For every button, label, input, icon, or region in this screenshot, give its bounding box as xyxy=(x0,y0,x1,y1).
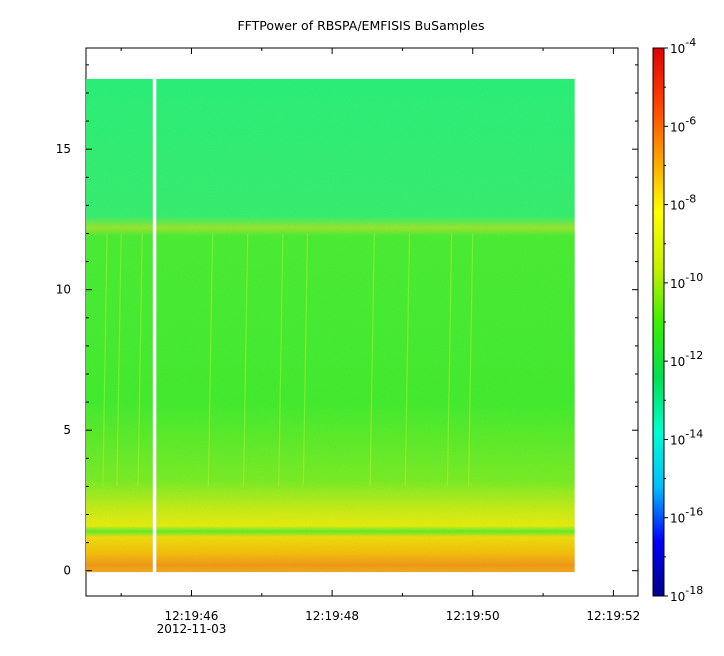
spectrogram-image xyxy=(86,78,575,573)
spectrogram-field xyxy=(86,78,575,573)
y-tick-label: 10 xyxy=(56,283,71,297)
y-tick-label: 5 xyxy=(63,423,71,437)
wave-streak xyxy=(137,233,143,487)
wave-streak xyxy=(207,233,214,487)
colorbar-tick-label: 10-14 xyxy=(670,427,703,447)
y-tick-label: 0 xyxy=(63,564,71,578)
wave-streak xyxy=(278,233,284,487)
wave-streak xyxy=(467,233,474,487)
wave-streak xyxy=(242,233,249,487)
wave-streak xyxy=(404,233,411,487)
colorbar-tick-label: 10-16 xyxy=(670,506,703,526)
y-tick-label: 15 xyxy=(56,142,71,156)
colorbar-tick-label: 10-8 xyxy=(670,193,696,213)
data-gap xyxy=(152,78,157,573)
wave-streak xyxy=(102,233,108,487)
wave-streak xyxy=(116,233,122,487)
colorbar-tick-label: 10-18 xyxy=(670,584,703,604)
colorbar-tick-label: 10-10 xyxy=(670,271,703,291)
colorbar-ticks: 10-4 10-6 10-8 10-10 10-12 10-14 10-16 10-18 xyxy=(664,36,703,604)
x-tick-label: 12:19:52 xyxy=(586,609,640,623)
x-tick-label: 12:19:48 xyxy=(305,609,359,623)
colorbar: 10-4 10-6 10-8 10-10 10-12 10-14 10-16 10-18 xyxy=(652,36,703,604)
wave-streak xyxy=(446,233,453,487)
x-tick-label: 12:19:50 xyxy=(446,609,500,623)
x-tick-label: 12:19:46 xyxy=(165,609,219,623)
x-tick-sublabel: 2012-11-03 xyxy=(157,622,227,636)
wave-streak xyxy=(369,233,375,487)
colorbar-gradient xyxy=(652,47,665,597)
colorbar-tick-label: 10-6 xyxy=(670,114,696,134)
y-axis: 0 5 10 15 xyxy=(56,64,638,578)
chart-title: FFTPower of RBSPA/EMFISIS BuSamples xyxy=(237,18,484,33)
colorbar-tick-label: 10-4 xyxy=(670,36,696,56)
wave-streak xyxy=(302,233,309,487)
colorbar-tick-label: 10-12 xyxy=(670,349,703,369)
